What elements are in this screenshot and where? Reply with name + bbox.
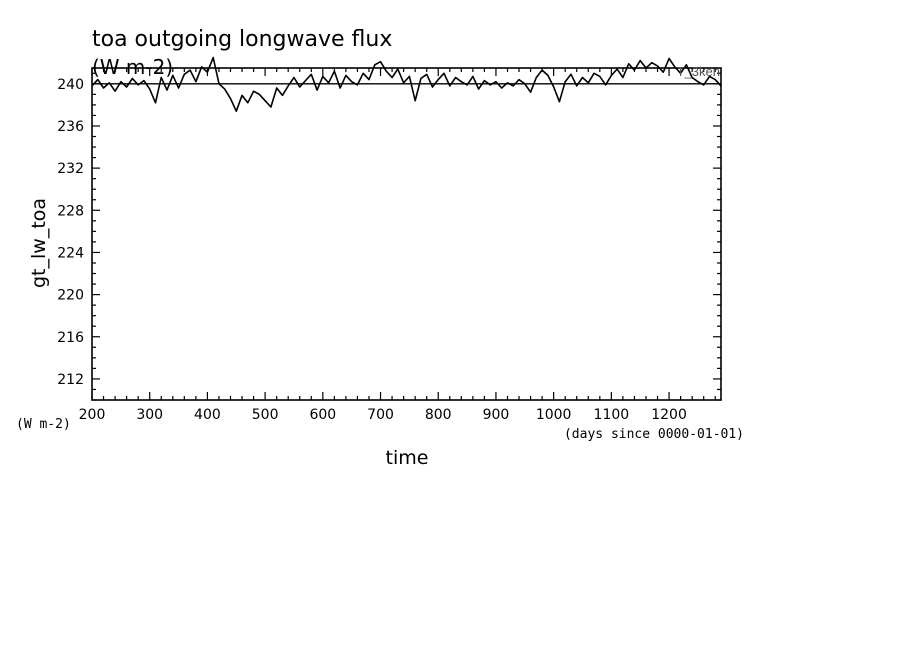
x-tick-label: 1000 bbox=[536, 407, 572, 423]
experiment-label: T_3ken bbox=[677, 64, 720, 79]
chart-title: toa outgoing longwave flux bbox=[92, 27, 392, 52]
x-tick-label: 700 bbox=[367, 407, 394, 423]
x-tick-label: 600 bbox=[309, 407, 336, 423]
series-line bbox=[91, 56, 722, 112]
y-tick-label: 236 bbox=[57, 119, 84, 135]
y-tick-label: 224 bbox=[57, 245, 84, 261]
x-tick-label: 200 bbox=[79, 407, 106, 423]
y-tick-label: 212 bbox=[57, 372, 84, 388]
x-tick-label: 500 bbox=[252, 407, 279, 423]
y-units-label: (W m-2) bbox=[16, 417, 71, 432]
x-tick-label: 800 bbox=[425, 407, 452, 423]
y-tick-label: 220 bbox=[57, 288, 84, 304]
x-units-label: (days since 0000-01-01) bbox=[564, 427, 744, 442]
chart-subtitle: (W m-2) bbox=[92, 55, 173, 79]
y-axis-label: gt_lw_toa bbox=[28, 198, 50, 288]
plot-frame bbox=[91, 67, 722, 401]
x-tick-label: 1100 bbox=[594, 407, 630, 423]
y-tick-label: 232 bbox=[57, 161, 84, 177]
x-axis-label: time bbox=[386, 447, 429, 469]
x-tick-label: 300 bbox=[136, 407, 163, 423]
x-tick-label: 900 bbox=[483, 407, 510, 423]
y-tick-label: 228 bbox=[57, 203, 84, 219]
y-tick-label: 216 bbox=[57, 330, 84, 346]
y-tick-label: 240 bbox=[57, 77, 84, 93]
x-tick-label: 1200 bbox=[651, 407, 687, 423]
x-tick-label: 400 bbox=[194, 407, 221, 423]
